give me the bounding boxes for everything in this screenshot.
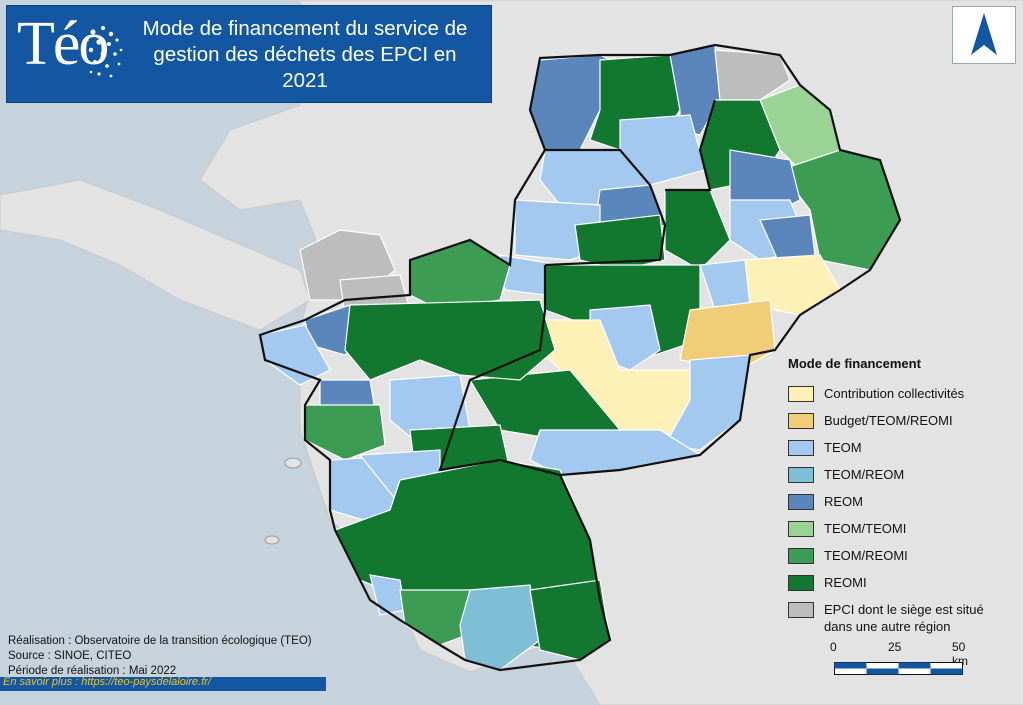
legend-label: TEOM/TEOMI <box>824 521 907 536</box>
map-title: Mode de financement du service de gestio… <box>125 16 485 94</box>
maine-loire-border <box>438 265 561 477</box>
title-line-3: 2021 <box>282 69 328 92</box>
legend-title: Mode de financement <box>788 356 921 371</box>
epci-budget <box>679 299 776 371</box>
credits-line-2: Source : SINOE, CITEO <box>8 650 132 662</box>
link-bar: En savoir plus : https://teo-paysdelaloi… <box>0 676 326 691</box>
island-noirmoutier <box>284 457 302 469</box>
credits-line-1: Réalisation : Observatoire de la transit… <box>8 635 312 647</box>
legend: Mode de financement Contribution collect… <box>780 356 1020 634</box>
epci-areas <box>259 44 901 671</box>
legend-swatch <box>788 494 814 510</box>
teo-logo: Téo <box>17 10 109 78</box>
sarthe-border <box>665 99 717 192</box>
more-info-link[interactable]: En savoir plus : https://teo-paysdelaloi… <box>3 676 211 688</box>
logo-dots-icon <box>83 26 123 78</box>
legend-label: TEOM/REOMI <box>824 548 908 563</box>
legend-swatch <box>788 521 814 537</box>
legend-label: TEOM <box>824 440 862 455</box>
island-yeu <box>264 535 280 545</box>
legend-swatch <box>788 413 814 429</box>
scale-bar: 0 25 50 km <box>828 640 968 680</box>
legend-swatch <box>788 575 814 591</box>
legend-swatch <box>788 467 814 483</box>
epci-reomi-la-north <box>344 299 556 381</box>
legend-label-line2: dans une autre région <box>824 619 951 634</box>
department-borders <box>258 43 902 672</box>
title-line-1: Mode de financement du service de <box>142 17 468 40</box>
north-arrow <box>952 6 1016 64</box>
title-box: Téo Mode de financement du service de ge… <box>6 5 492 103</box>
title-line-2: gestion des déchets des EPCI en <box>153 43 457 66</box>
scale-label-25: 25 <box>888 640 902 654</box>
epci-teom-north2 <box>619 114 706 186</box>
scale-bar-graphic <box>834 662 963 675</box>
legend-swatch <box>788 548 814 564</box>
legend-label: EPCI dont le siège est situé <box>824 602 984 617</box>
region-outline <box>258 43 902 672</box>
legend-label: Budget/TEOM/REOMI <box>824 413 953 428</box>
credits: Réalisation : Observatoire de la transit… <box>8 634 312 679</box>
credits-line-3: Période de réalisation : Mai 2022 <box>8 665 177 677</box>
legend-label: TEOM/REOM <box>824 467 905 482</box>
north-arrow-icon <box>971 13 997 55</box>
legend-label: REOM <box>824 494 863 509</box>
mayenne-border <box>544 148 667 267</box>
scale-label-50: 50 km <box>952 640 968 668</box>
legend-swatch <box>788 602 814 618</box>
scale-label-0: 0 <box>830 640 837 654</box>
legend-swatch <box>788 440 814 456</box>
legend-swatch <box>788 386 814 402</box>
legend-label: REOMI <box>824 575 867 590</box>
legend-label: Contribution collectivités <box>824 386 965 401</box>
brittany-coast <box>0 179 311 331</box>
